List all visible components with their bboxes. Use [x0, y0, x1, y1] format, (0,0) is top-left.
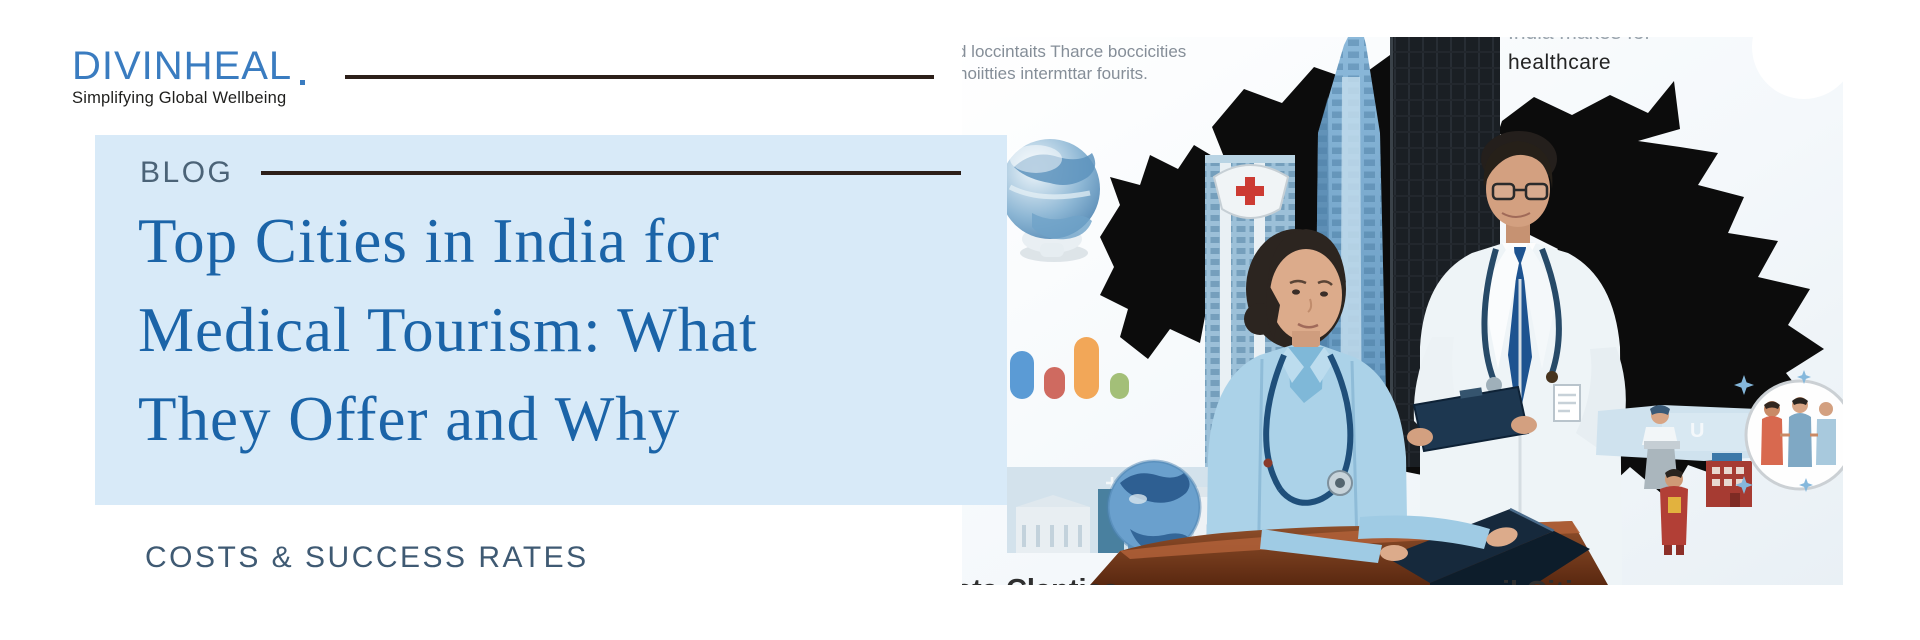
kicker-row: BLOG	[140, 156, 962, 189]
caption-top-right-clipped: India makes for	[1508, 37, 1652, 44]
bar-green	[1110, 373, 1129, 399]
page-title: Top Cities in India for Medical Tourism:…	[138, 197, 758, 464]
caption-bottom-left: ata Clantica	[962, 574, 1120, 585]
bar-blue	[1010, 351, 1034, 399]
brand-tagline: Simplifying Global Wellbeing	[72, 89, 287, 107]
photo-captions-bottom: ata Clantica il Citi	[962, 574, 1573, 585]
white-cloud-blob	[1752, 37, 1843, 99]
photo-captions-top: d loccintaits Tharce boccicities noiitti…	[962, 37, 1652, 83]
laptop	[1386, 507, 1590, 585]
caption-top-left-2: noiitties intermttar fourits.	[962, 64, 1148, 83]
female-stethoscope	[1263, 353, 1354, 506]
kicker-divider-line	[261, 171, 962, 175]
red-cross-icon	[1236, 177, 1264, 205]
header-divider-line	[345, 75, 934, 79]
caption-bottom-right: il Citi	[1502, 576, 1573, 585]
male-stethoscope	[1481, 247, 1562, 393]
title-line-2: Medical Tourism: What	[138, 295, 758, 365]
caption-top-left-1: d loccintaits Tharce boccicities	[962, 42, 1186, 61]
mini-nurse-at-lectern	[1642, 405, 1680, 489]
title-line-3: They Offer and Why	[138, 384, 681, 454]
bar-chart-icon	[1010, 337, 1129, 399]
mini-person-red	[1660, 469, 1688, 555]
hero-illustration: d loccintaits Tharce boccicities noiitti…	[962, 37, 1843, 585]
brand-accent-dot	[300, 80, 305, 85]
title-panel: BLOG Top Cities in India for Medical Tou…	[95, 135, 1007, 505]
medical-tourism-collage: d loccintaits Tharce boccicities noiitti…	[962, 37, 1843, 585]
glossy-globe-icon	[1000, 139, 1100, 262]
bar-red	[1044, 367, 1065, 399]
brand-name: DIVINHEAL	[72, 44, 293, 88]
subtitle-label: COSTS & SUCCESS RATES	[145, 541, 589, 574]
title-line-1: Top Cities in India for	[138, 206, 721, 276]
female-doctor-hands	[1260, 515, 1518, 563]
female-doctor	[1206, 229, 1408, 585]
mini-illustrations: U	[1596, 370, 1843, 555]
male-doctor	[1407, 131, 1626, 585]
healthcare-label: healthcare	[1508, 51, 1611, 74]
patients-circle	[1744, 379, 1843, 491]
glasses-icon	[1491, 182, 1549, 201]
sparkle-icons	[1734, 370, 1813, 494]
brand-logo: DIVINHEAL Simplifying Global Wellbeing	[72, 46, 292, 108]
kicker-label: BLOG	[140, 156, 234, 189]
banner-letter: U	[1690, 420, 1704, 442]
bar-orange	[1074, 337, 1099, 399]
